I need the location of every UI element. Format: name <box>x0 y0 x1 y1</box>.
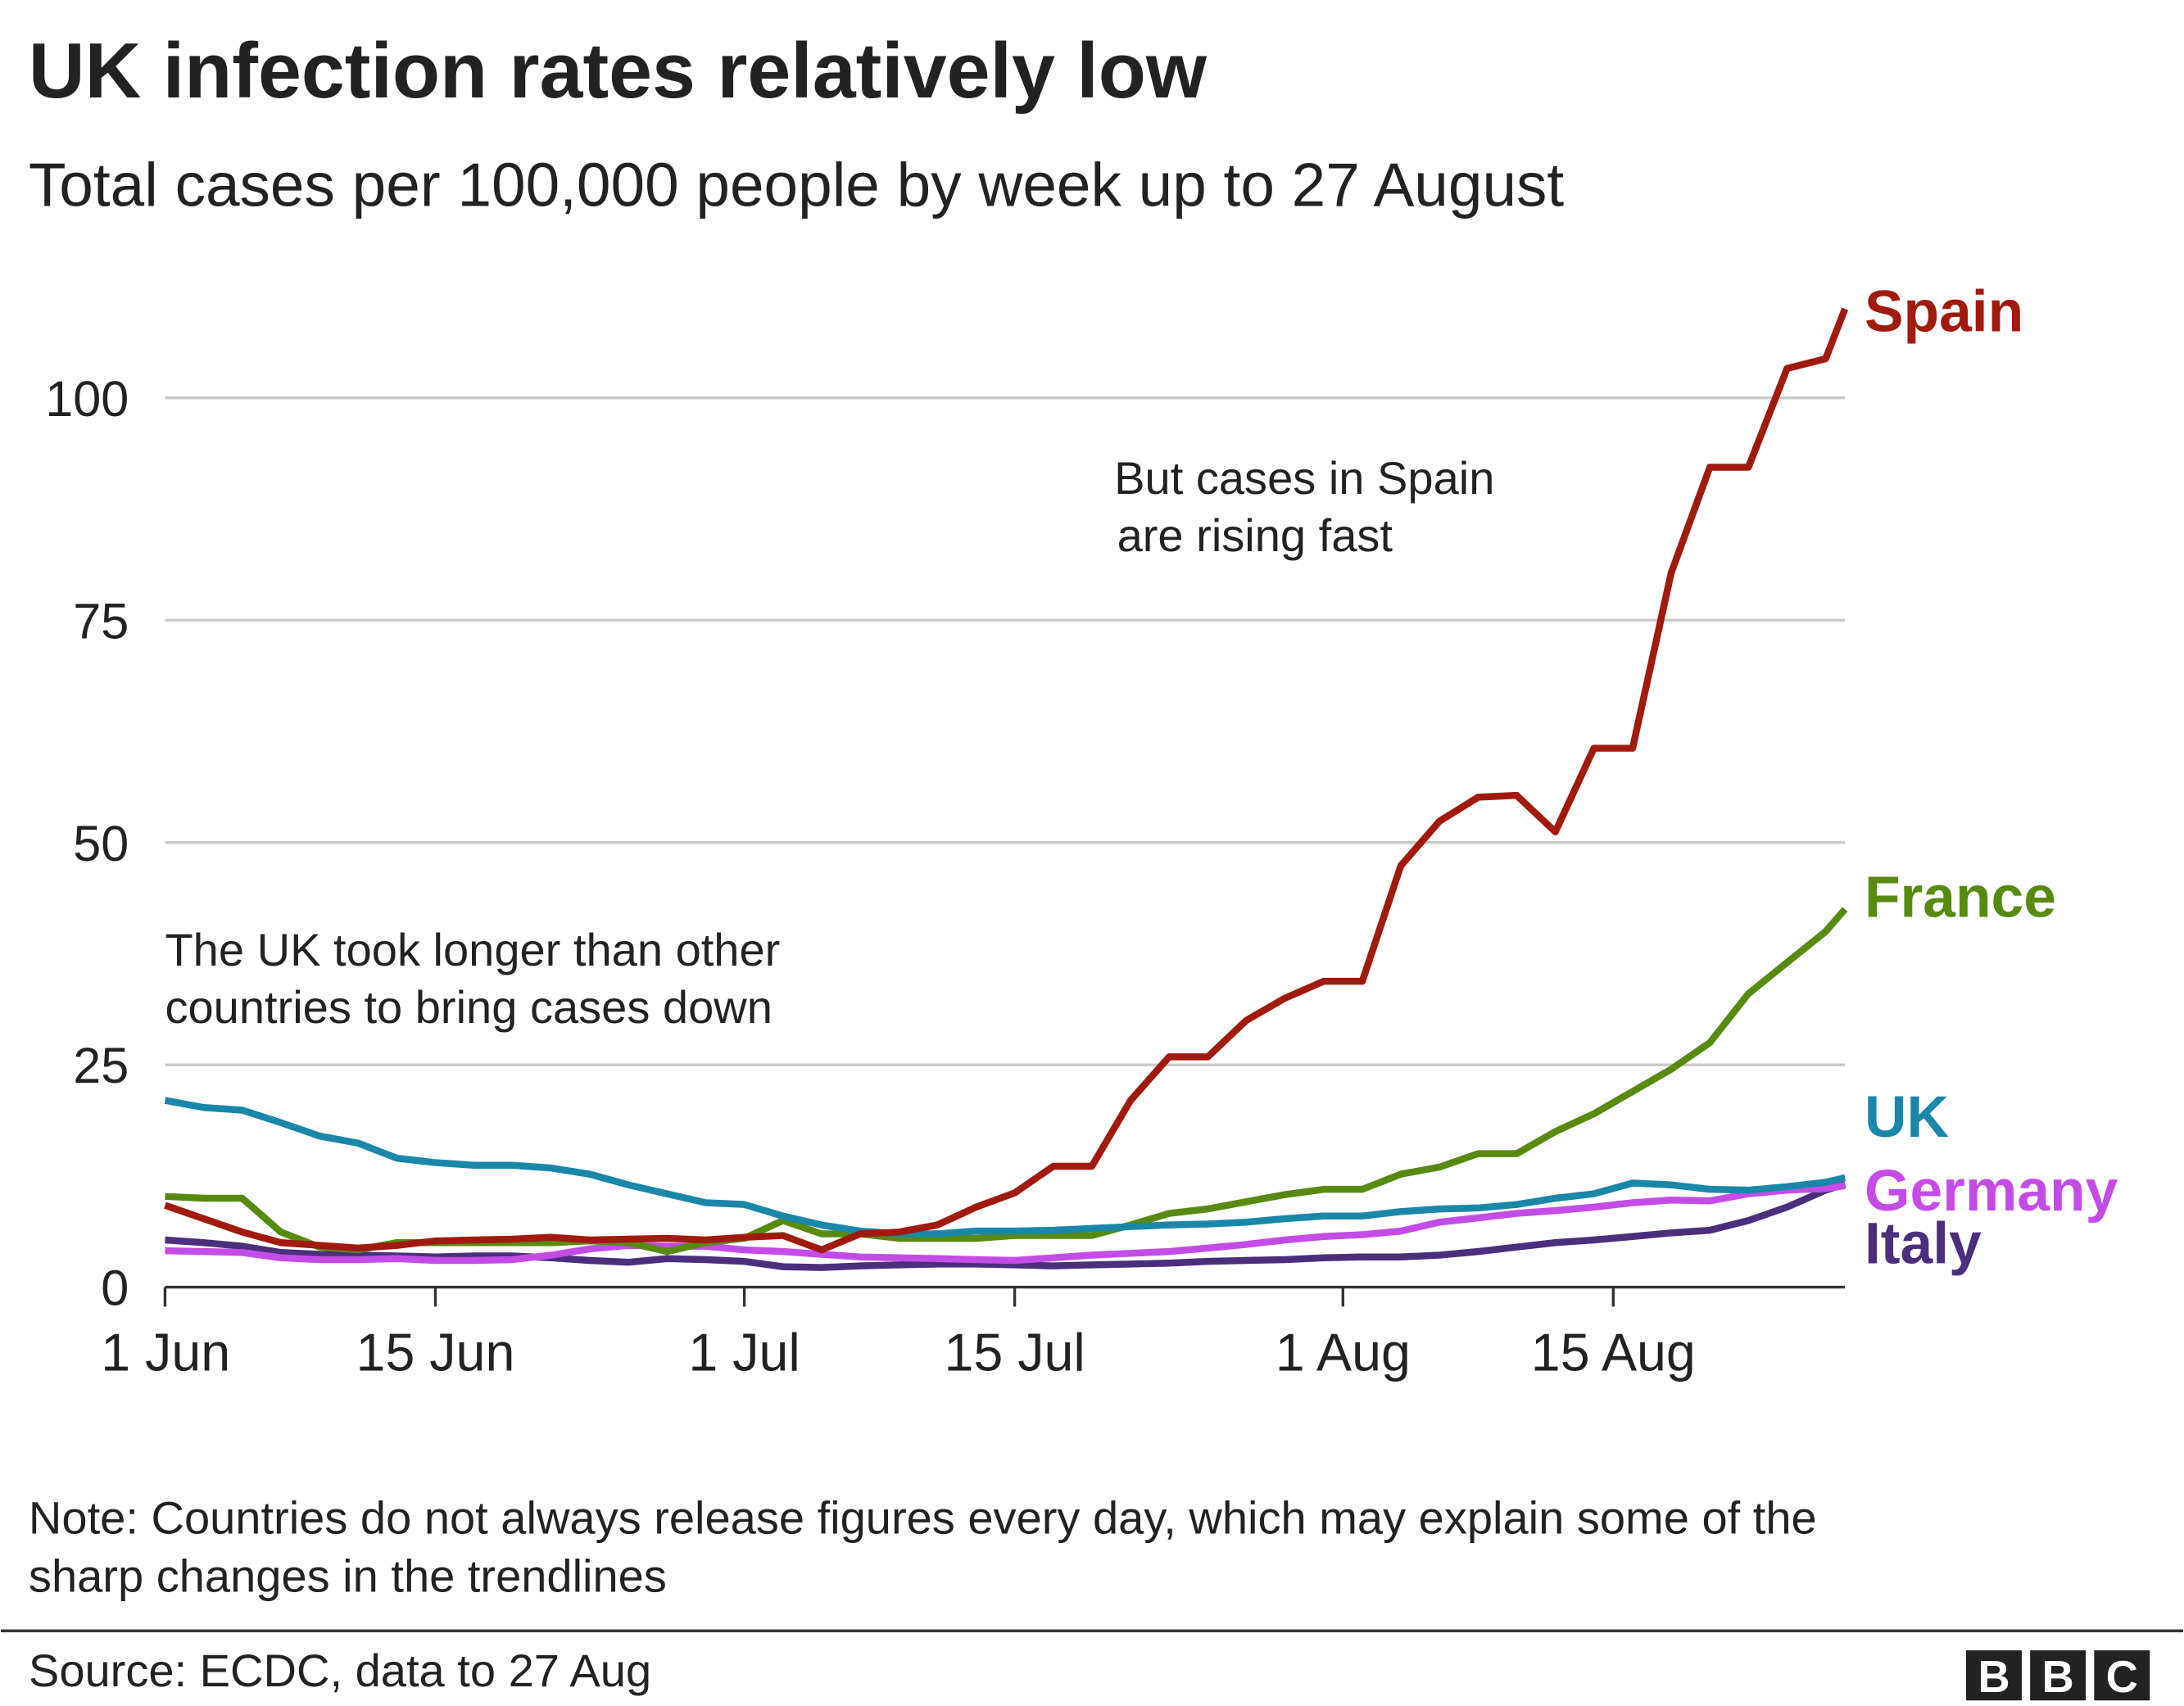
logo-letter: B <box>2041 1652 2073 1702</box>
logo-letter: B <box>1978 1652 2010 1702</box>
y-tick-label: 25 <box>73 1038 129 1093</box>
logo-box <box>2030 1650 2087 1701</box>
x-tick-label: 1 Jul <box>688 1324 800 1382</box>
y-tick-label: 0 <box>101 1260 129 1316</box>
x-tick-label: 15 Jul <box>944 1324 1085 1382</box>
series-line <box>164 307 1849 1254</box>
series-label: Italy <box>1865 1211 1982 1277</box>
annotation: The UK took longer than other <box>165 924 780 975</box>
chart-title: UK infection rates relatively low <box>29 28 1208 115</box>
series-line <box>165 1182 1846 1265</box>
y-tick-label: 75 <box>73 593 129 649</box>
series-label: Germany <box>1865 1158 2118 1224</box>
logo: B B C <box>1965 1650 2150 1702</box>
x-tick-label: 15 Aug <box>1531 1324 1696 1382</box>
y-tick-label: 50 <box>73 816 129 871</box>
series-line <box>165 1180 1846 1271</box>
annotation: countries to bring cases down <box>165 981 772 1033</box>
x-tick-label: 15 Jun <box>356 1324 515 1382</box>
logo-box <box>1965 1650 2022 1701</box>
series-label: UK <box>1865 1084 1949 1150</box>
annotation: But cases in Spain <box>1114 452 1494 504</box>
note: sharp changes in the trendlines <box>29 1550 667 1602</box>
x-tick-label: 1 Aug <box>1276 1324 1411 1382</box>
x-tick-label: 1 Jun <box>101 1324 230 1382</box>
source: Source: ECDC, data to 27 Aug <box>29 1645 651 1696</box>
annotation: are rising fast <box>1117 509 1393 561</box>
chart-subtitle: Total cases per 100,000 people by week u… <box>29 150 1564 219</box>
y-tick-label: 100 <box>45 371 129 427</box>
series-label: France <box>1865 865 2056 930</box>
note: Note: Countries do not always release fi… <box>29 1491 1817 1543</box>
logo-box <box>2094 1650 2150 1701</box>
series-label: Spain <box>1865 278 2023 344</box>
series-line <box>164 1097 1846 1238</box>
logo-letter: C <box>2106 1652 2138 1702</box>
